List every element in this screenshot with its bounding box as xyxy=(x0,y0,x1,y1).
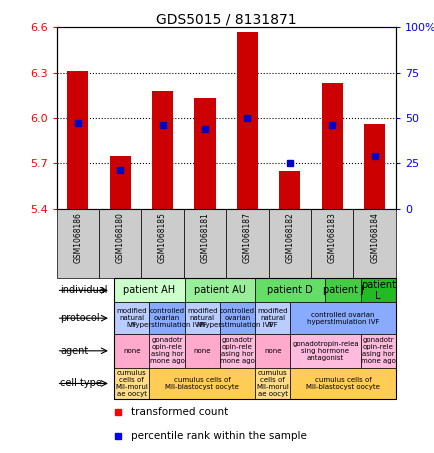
Text: cumulus
cells of
MII-morul
ae oocyt: cumulus cells of MII-morul ae oocyt xyxy=(256,370,289,397)
Bar xyxy=(149,368,254,399)
Bar xyxy=(194,98,215,208)
Title: GDS5015 / 8131871: GDS5015 / 8131871 xyxy=(155,12,296,26)
Text: gonadotropin-relea
sing hormone
antagonist: gonadotropin-relea sing hormone antagoni… xyxy=(292,341,358,361)
Bar xyxy=(109,156,131,208)
Bar xyxy=(114,334,149,368)
Text: none: none xyxy=(193,348,210,354)
Bar xyxy=(254,368,289,399)
Bar xyxy=(114,368,149,399)
Bar xyxy=(184,303,219,334)
Text: modified
natural
IVF: modified natural IVF xyxy=(257,308,287,328)
Bar xyxy=(141,208,184,278)
Bar xyxy=(56,208,99,278)
Bar xyxy=(184,334,219,368)
Text: modified
natural
IVF: modified natural IVF xyxy=(187,308,217,328)
Bar xyxy=(183,208,226,278)
Bar xyxy=(219,334,254,368)
Bar xyxy=(114,278,184,303)
Bar xyxy=(236,32,257,208)
Text: GSM1068181: GSM1068181 xyxy=(200,212,209,263)
Bar xyxy=(219,303,254,334)
Bar xyxy=(114,303,149,334)
Text: cell type: cell type xyxy=(60,378,102,389)
Text: GSM1068185: GSM1068185 xyxy=(158,212,167,263)
Bar xyxy=(149,334,184,368)
Text: cumulus cells of
MII-blastocyst oocyte: cumulus cells of MII-blastocyst oocyte xyxy=(165,377,239,390)
Text: controlled
ovarian
hyperstimulation IVF: controlled ovarian hyperstimulation IVF xyxy=(201,308,273,328)
Bar xyxy=(363,124,385,208)
Bar xyxy=(99,208,141,278)
Bar xyxy=(352,208,395,278)
Text: gonadotr
opin-rele
asing hor
mone ago: gonadotr opin-rele asing hor mone ago xyxy=(220,337,254,364)
Bar xyxy=(184,278,254,303)
Bar xyxy=(289,368,395,399)
Text: controlled
ovarian
hyperstimulation IVF: controlled ovarian hyperstimulation IVF xyxy=(131,308,203,328)
Text: GSM1068184: GSM1068184 xyxy=(369,212,378,263)
Text: patient
L: patient L xyxy=(360,280,395,301)
Text: percentile rank within the sample: percentile rank within the sample xyxy=(131,431,306,441)
Text: modified
natural
IVF: modified natural IVF xyxy=(116,308,147,328)
Text: cumulus cells of
MII-blastocyst oocyte: cumulus cells of MII-blastocyst oocyte xyxy=(306,377,379,390)
Text: GSM1068186: GSM1068186 xyxy=(73,212,82,263)
Text: patient D: patient D xyxy=(267,285,312,295)
Bar xyxy=(254,303,289,334)
Bar xyxy=(67,71,88,208)
Bar xyxy=(289,303,395,334)
Text: GSM1068183: GSM1068183 xyxy=(327,212,336,263)
Bar xyxy=(360,334,395,368)
Text: gonadotr
opin-rele
asing hor
mone ago: gonadotr opin-rele asing hor mone ago xyxy=(360,337,395,364)
Text: patient AH: patient AH xyxy=(123,285,175,295)
Text: GSM1068180: GSM1068180 xyxy=(115,212,125,263)
Bar xyxy=(268,208,310,278)
Bar xyxy=(151,91,173,208)
Bar xyxy=(149,303,184,334)
Text: agent: agent xyxy=(60,346,88,356)
Bar xyxy=(226,208,268,278)
Bar xyxy=(254,334,289,368)
Text: transformed count: transformed count xyxy=(131,406,228,416)
Text: patient AU: patient AU xyxy=(194,285,245,295)
Bar xyxy=(114,278,395,399)
Bar xyxy=(289,334,360,368)
Text: gonadotr
opin-rele
asing hor
mone ago: gonadotr opin-rele asing hor mone ago xyxy=(149,337,184,364)
Text: GSM1068182: GSM1068182 xyxy=(285,212,294,263)
Bar xyxy=(254,278,325,303)
Text: individual: individual xyxy=(60,285,107,295)
Bar xyxy=(310,208,353,278)
Text: none: none xyxy=(123,348,140,354)
Text: GSM1068187: GSM1068187 xyxy=(242,212,251,263)
Bar xyxy=(321,83,342,208)
Text: none: none xyxy=(263,348,281,354)
Bar xyxy=(325,278,360,303)
Text: protocol: protocol xyxy=(60,313,99,323)
Text: controlled ovarian
hyperstimulation IVF: controlled ovarian hyperstimulation IVF xyxy=(306,312,378,325)
Bar xyxy=(279,171,300,208)
Bar xyxy=(360,278,395,303)
Text: patient J: patient J xyxy=(322,285,363,295)
Text: cumulus
cells of
MII-morul
ae oocyt: cumulus cells of MII-morul ae oocyt xyxy=(115,370,148,397)
